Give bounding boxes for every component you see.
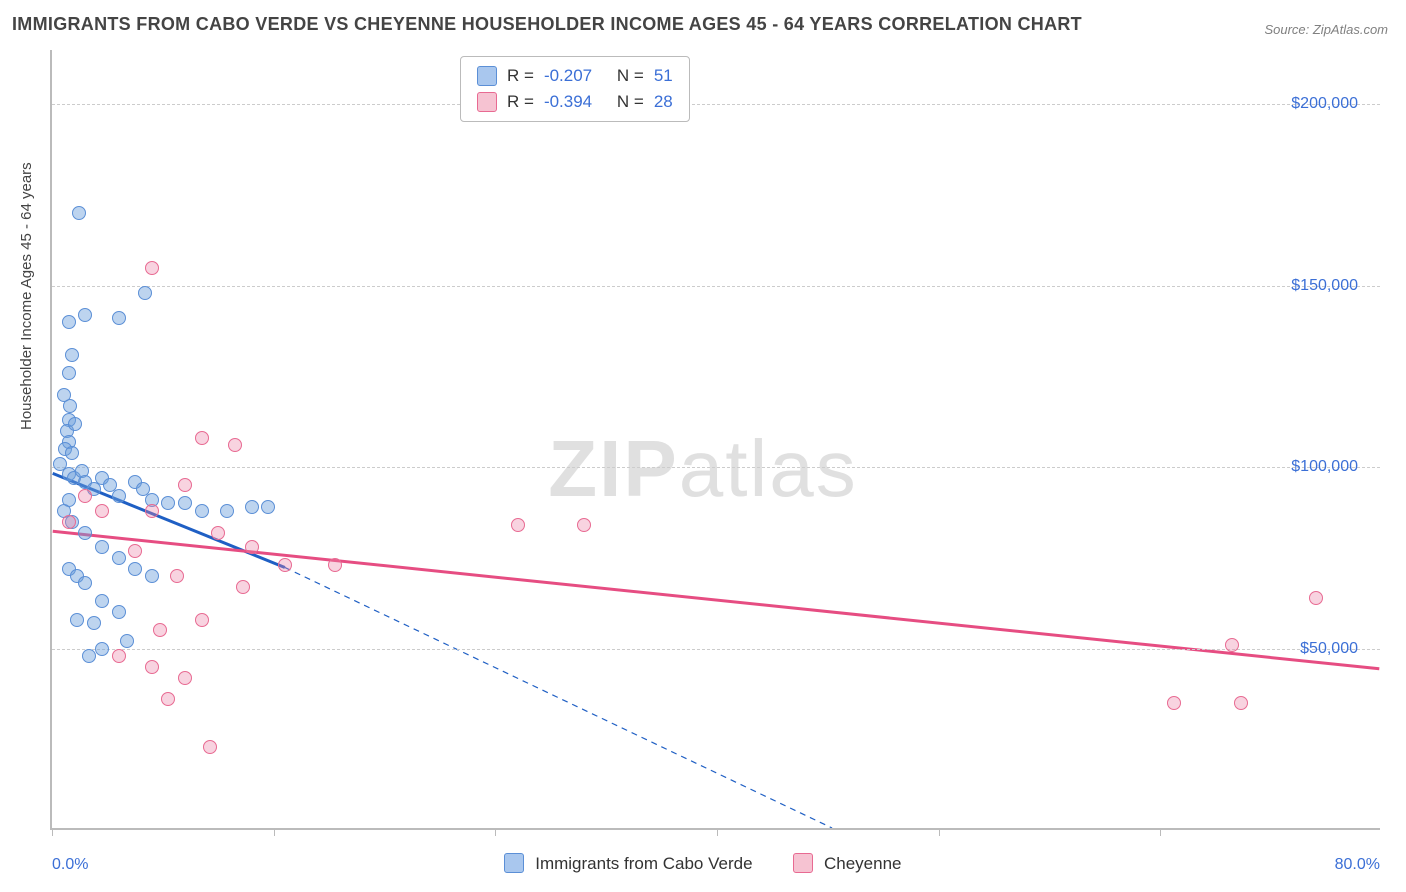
- cheyenne-point: [511, 518, 525, 532]
- source-citation: Source: ZipAtlas.com: [1264, 22, 1388, 37]
- cabo-verde-point: [87, 616, 101, 630]
- correlation-legend-row-1: R = -0.207 N = 51: [477, 63, 673, 89]
- cabo-verde-point: [261, 500, 275, 514]
- cabo-verde-point: [62, 366, 76, 380]
- gridline: [52, 104, 1380, 105]
- cabo-verde-point: [63, 399, 77, 413]
- r-value-2: -0.394: [544, 89, 592, 115]
- cabo-verde-point: [68, 417, 82, 431]
- x-axis-start-label: 0.0%: [52, 856, 88, 874]
- n-value-2: 28: [654, 89, 673, 115]
- gridline: [52, 467, 1380, 468]
- cabo-verde-point: [245, 500, 259, 514]
- cheyenne-point: [195, 613, 209, 627]
- legend-item-cheyenne: Cheyenne: [793, 854, 901, 873]
- cheyenne-point: [195, 431, 209, 445]
- x-tick-mark: [1160, 828, 1161, 836]
- legend-label-1: Immigrants from Cabo Verde: [535, 854, 752, 873]
- y-tick-label: $100,000: [1291, 458, 1358, 476]
- y-tick-label: $150,000: [1291, 277, 1358, 295]
- cheyenne-point: [128, 544, 142, 558]
- x-tick-mark: [717, 828, 718, 836]
- cheyenne-point: [78, 489, 92, 503]
- cabo-verde-point: [112, 489, 126, 503]
- chart-plot-area: $50,000 $100,000 $150,000 $200,000: [50, 50, 1380, 830]
- cabo-verde-swatch: [477, 66, 497, 86]
- x-tick-mark: [495, 828, 496, 836]
- cheyenne-point: [95, 504, 109, 518]
- cheyenne-point: [153, 623, 167, 637]
- cabo-verde-point: [62, 315, 76, 329]
- cabo-verde-point: [178, 496, 192, 510]
- trend-lines-layer: [52, 50, 1380, 828]
- cheyenne-point: [161, 692, 175, 706]
- cabo-verde-point: [78, 308, 92, 322]
- cheyenne-point: [145, 504, 159, 518]
- cheyenne-point: [236, 580, 250, 594]
- cabo-verde-point: [161, 496, 175, 510]
- cheyenne-point: [145, 261, 159, 275]
- cheyenne-swatch: [793, 853, 813, 873]
- cheyenne-point: [211, 526, 225, 540]
- cabo-verde-point: [112, 551, 126, 565]
- cabo-verde-point: [128, 562, 142, 576]
- cheyenne-point: [245, 540, 259, 554]
- n-value-1: 51: [654, 63, 673, 89]
- cabo-verde-point: [138, 286, 152, 300]
- y-tick-label: $200,000: [1291, 95, 1358, 113]
- cheyenne-point: [328, 558, 342, 572]
- cabo-verde-point: [72, 206, 86, 220]
- cabo-verde-point: [78, 576, 92, 590]
- gridline: [52, 649, 1380, 650]
- cheyenne-point: [1234, 696, 1248, 710]
- cheyenne-point: [1225, 638, 1239, 652]
- cabo-verde-point: [145, 569, 159, 583]
- x-tick-mark: [52, 828, 53, 836]
- x-axis-end-label: 80.0%: [1335, 856, 1380, 874]
- legend-label-2: Cheyenne: [824, 854, 902, 873]
- r-label: R =: [507, 89, 534, 115]
- cabo-verde-point: [112, 605, 126, 619]
- cabo-verde-point: [220, 504, 234, 518]
- y-tick-label: $50,000: [1300, 640, 1358, 658]
- cheyenne-point: [170, 569, 184, 583]
- legend-item-cabo-verde: Immigrants from Cabo Verde: [504, 854, 757, 873]
- page-title: IMMIGRANTS FROM CABO VERDE VS CHEYENNE H…: [12, 14, 1082, 35]
- cheyenne-point: [62, 515, 76, 529]
- cabo-verde-point: [95, 540, 109, 554]
- series-legend: Immigrants from Cabo Verde Cheyenne: [0, 853, 1406, 874]
- cheyenne-point: [1309, 591, 1323, 605]
- correlation-legend-row-2: R = -0.394 N = 28: [477, 89, 673, 115]
- cheyenne-point: [178, 671, 192, 685]
- n-label: N =: [617, 63, 644, 89]
- cabo-verde-point: [95, 594, 109, 608]
- cheyenne-point: [178, 478, 192, 492]
- cheyenne-point: [145, 660, 159, 674]
- r-label: R =: [507, 63, 534, 89]
- cheyenne-swatch: [477, 92, 497, 112]
- cabo-verde-point: [65, 348, 79, 362]
- cheyenne-point: [1167, 696, 1181, 710]
- cabo-verde-point: [70, 613, 84, 627]
- cheyenne-point: [228, 438, 242, 452]
- cabo-verde-point: [82, 649, 96, 663]
- cabo-verde-point: [195, 504, 209, 518]
- r-value-1: -0.207: [544, 63, 592, 89]
- cheyenne-point: [203, 740, 217, 754]
- cheyenne-point: [577, 518, 591, 532]
- cheyenne-point: [112, 649, 126, 663]
- cabo-verde-swatch: [504, 853, 524, 873]
- cabo-verde-point: [95, 642, 109, 656]
- cabo-verde-point: [112, 311, 126, 325]
- cabo-verde-point: [120, 634, 134, 648]
- cabo-verde-point: [65, 446, 79, 460]
- correlation-legend: R = -0.207 N = 51 R = -0.394 N = 28: [460, 56, 690, 122]
- cabo-verde-point: [78, 526, 92, 540]
- y-axis-label: Householder Income Ages 45 - 64 years: [18, 162, 35, 430]
- x-tick-mark: [274, 828, 275, 836]
- x-tick-mark: [939, 828, 940, 836]
- cheyenne-point: [278, 558, 292, 572]
- n-label: N =: [617, 89, 644, 115]
- gridline: [52, 286, 1380, 287]
